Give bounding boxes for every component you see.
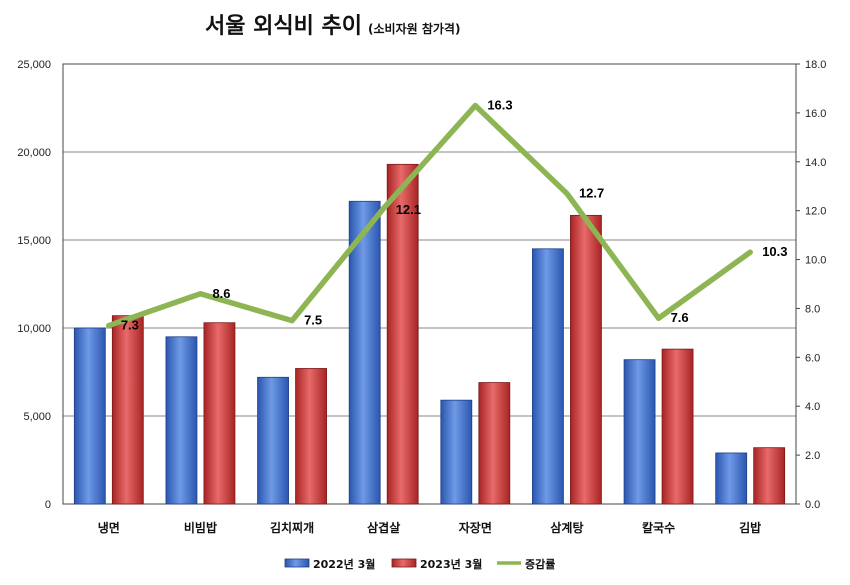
y-tick-label: 25,000: [17, 59, 51, 71]
growth-rate-point: [564, 191, 570, 197]
chart-subtitle: (소비자원 참가격): [368, 21, 460, 36]
bar-2023: [111, 315, 144, 505]
x-tick-label: 김치찌개: [270, 520, 314, 535]
y2-tick-label: 2.0: [805, 450, 820, 462]
chart-title: 서울 외식비 추이: [205, 14, 362, 39]
bar-2022: [715, 452, 748, 505]
data-label: 12.7: [579, 186, 604, 201]
y-tick-label: 20,000: [17, 147, 51, 159]
growth-rate-point: [472, 103, 478, 109]
bar-2023: [203, 322, 236, 505]
growth-rate-point: [747, 249, 753, 255]
legend-item: 증감률: [497, 557, 555, 571]
data-label: 7.5: [304, 313, 322, 328]
y2-tick-label: 18.0: [805, 59, 826, 71]
data-label: 7.6: [671, 310, 689, 325]
data-label: 10.3: [762, 244, 787, 259]
legend-label: 증감률: [525, 557, 555, 571]
bar-2023: [386, 163, 419, 505]
legend-item: 2023년 3월: [391, 557, 482, 571]
y2-tick-label: 14.0: [805, 157, 826, 169]
bar-2022: [73, 327, 106, 505]
y2-tick-label: 0.0: [805, 499, 820, 511]
x-tick-label: 삼계탕: [550, 520, 583, 535]
bar-2023: [753, 447, 786, 505]
growth-rate-point: [197, 291, 203, 297]
data-label: 16.3: [487, 98, 512, 113]
x-tick-label: 냉면: [98, 520, 120, 535]
growth-rate-point: [656, 315, 662, 321]
y-tick-label: 15,000: [17, 235, 51, 247]
bar-2023: [478, 382, 511, 505]
plot-border: [62, 63, 797, 505]
y2-tick-label: 12.0: [805, 206, 826, 218]
bar-2022: [532, 248, 564, 505]
x-tick-label: 자장면: [459, 520, 492, 535]
growth-rate-line: [106, 102, 753, 329]
y2-tick-label: 4.0: [805, 401, 820, 413]
bar-2022: [257, 376, 289, 505]
bar-2022: [348, 200, 381, 505]
x-tick-label: 칼국수: [642, 521, 675, 535]
y-tick-label: 10,000: [17, 323, 51, 335]
legend: 2022년 3월 2023년 3월 증감률: [284, 557, 555, 571]
legend-item: 2022년 3월: [284, 557, 375, 571]
x-tick-label: 비빔밥: [184, 520, 217, 535]
y2-tick-label: 16.0: [805, 108, 826, 120]
growth-rate-point: [106, 323, 112, 329]
bar-2023: [661, 348, 694, 505]
legend-swatch: [284, 558, 310, 568]
bar-2022: [440, 399, 473, 505]
bar-2023: [295, 368, 327, 505]
y2-tick-label: 6.0: [805, 352, 820, 364]
x-tick-label: 삼겹살: [367, 520, 400, 535]
y-tick-label: 0: [45, 499, 51, 511]
x-tick-label: 김밥: [739, 520, 761, 535]
growth-rate-point: [289, 318, 295, 324]
y2-tick-label: 8.0: [805, 303, 820, 315]
y-tick-label: 5,000: [23, 411, 51, 423]
y2-tick-label: 10.0: [805, 255, 826, 267]
legend-label: 2022년 3월: [313, 557, 375, 571]
data-label: 12.1: [396, 202, 421, 217]
growth-rate-point: [381, 205, 387, 211]
data-label: 7.3: [121, 318, 139, 333]
bar-2022: [165, 336, 198, 505]
bar-2023: [570, 214, 602, 505]
legend-swatch: [391, 558, 417, 568]
legend-label: 2023년 3월: [420, 557, 482, 571]
bar-2022: [623, 359, 656, 505]
data-label: 8.6: [212, 286, 230, 301]
plot-area: 0 5,000 10,000 15,000 20,000 25,000 0.0 2.0 4.0 6…: [17, 59, 826, 535]
